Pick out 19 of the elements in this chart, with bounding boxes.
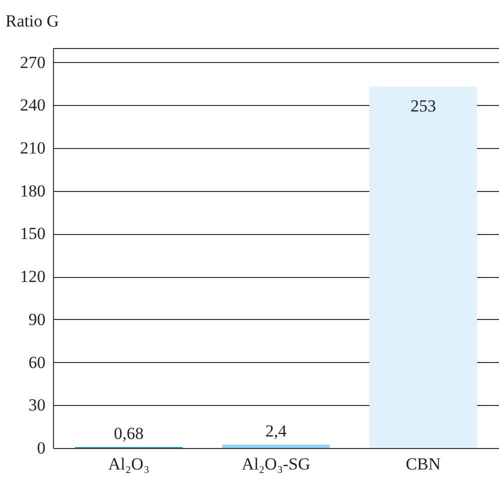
x-tick-label: CBN xyxy=(406,454,441,474)
data-label: 0,68 xyxy=(114,424,144,444)
bar xyxy=(369,86,477,448)
y-tick-label: 180 xyxy=(20,181,46,200)
x-tick-label: Al₂O₃-SG xyxy=(242,454,310,474)
y-tick-label: 150 xyxy=(20,224,46,244)
data-label: 2,4 xyxy=(265,422,288,441)
y-tick-label: 240 xyxy=(20,96,46,115)
y-tick-label: 210 xyxy=(20,138,46,158)
y-tick-label: 30 xyxy=(28,396,46,415)
y-tick-label: 0 xyxy=(37,438,46,458)
y-tick-label: 90 xyxy=(28,310,46,329)
x-tick-label: Al₂O₃ xyxy=(108,454,150,474)
y-axis-title: Ratio G xyxy=(6,12,59,30)
bar xyxy=(222,444,330,448)
data-label: 253 xyxy=(410,96,436,116)
y-tick-label: 60 xyxy=(28,352,46,372)
y-tick-label: 120 xyxy=(20,267,46,286)
y-tick-label: 270 xyxy=(20,52,46,72)
